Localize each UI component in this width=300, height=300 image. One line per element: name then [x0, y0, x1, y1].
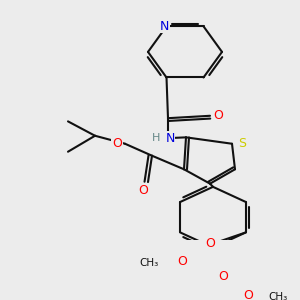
Text: O: O [243, 289, 253, 300]
Text: O: O [112, 137, 122, 150]
Text: O: O [205, 237, 215, 250]
Text: O: O [218, 270, 228, 283]
Text: H: H [152, 133, 160, 143]
Text: O: O [138, 184, 148, 196]
Text: CH₃: CH₃ [140, 258, 159, 268]
Text: N: N [160, 20, 169, 33]
Text: N: N [165, 132, 175, 145]
Text: O: O [177, 255, 187, 268]
Text: O: O [213, 109, 223, 122]
Text: S: S [238, 137, 246, 150]
Text: CH₃: CH₃ [268, 292, 287, 300]
